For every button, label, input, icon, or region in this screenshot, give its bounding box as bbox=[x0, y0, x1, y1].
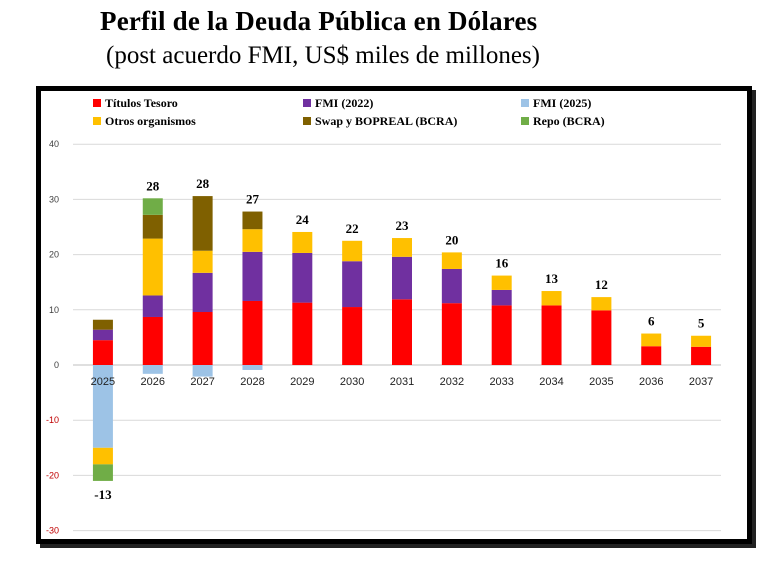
bar-segment bbox=[92, 447, 113, 465]
y-tick-label: 0 bbox=[54, 360, 59, 370]
bar-segment bbox=[392, 238, 412, 257]
bar-segment bbox=[641, 346, 662, 365]
x-tick-label: 2032 bbox=[440, 376, 464, 388]
bar-segment bbox=[192, 365, 213, 377]
data-label: 12 bbox=[595, 277, 608, 292]
bar-segment bbox=[192, 272, 213, 313]
x-tick-label: 2033 bbox=[489, 376, 513, 388]
bar-segment bbox=[541, 305, 562, 365]
bar-segment bbox=[392, 256, 412, 300]
bar-segment bbox=[691, 335, 712, 347]
y-tick-label: -30 bbox=[46, 526, 59, 536]
x-tick-label: 2029 bbox=[290, 376, 314, 388]
bar-segment bbox=[491, 289, 512, 306]
bar-segment bbox=[342, 240, 363, 262]
y-tick-label: 40 bbox=[49, 139, 59, 149]
bar-segment bbox=[491, 305, 512, 365]
bar-segment bbox=[242, 251, 263, 301]
chart-frame: 40 30 20 10 0 -10 -20 -30 2025 -13 2026 28 2027 28 202… bbox=[36, 86, 752, 544]
legend-label: Repo (BCRA) bbox=[533, 114, 605, 128]
bar-segment bbox=[192, 196, 213, 251]
data-label: 28 bbox=[146, 178, 160, 193]
bar-segment bbox=[242, 365, 263, 370]
bar-segment bbox=[441, 303, 462, 365]
x-tick-label: 2031 bbox=[390, 376, 414, 388]
legend-swatch bbox=[93, 117, 101, 125]
data-label: 27 bbox=[246, 192, 260, 207]
x-tick-label: 2025 bbox=[91, 376, 115, 388]
y-tick-label: -10 bbox=[46, 415, 59, 425]
bar-segment bbox=[92, 340, 113, 365]
data-label: 20 bbox=[445, 232, 458, 247]
bar-segment bbox=[242, 211, 263, 230]
x-tick-label: 2030 bbox=[340, 376, 364, 388]
x-tick-label: 2037 bbox=[689, 376, 713, 388]
legend-swatch bbox=[521, 99, 529, 107]
chart-title: Perfil de la Deuda Pública en Dólares bbox=[100, 6, 538, 36]
bar-segment bbox=[691, 346, 712, 365]
data-label: 28 bbox=[196, 176, 210, 191]
x-tick-label: 2034 bbox=[539, 376, 563, 388]
legend-swatch bbox=[93, 99, 101, 107]
bar-segment bbox=[591, 310, 612, 365]
bar-segment bbox=[142, 214, 163, 239]
stacked-bar-chart: 403020100-10-20-302025-13202628202728202… bbox=[46, 96, 721, 536]
y-tick-label: 20 bbox=[49, 250, 59, 260]
bar-segment bbox=[142, 198, 163, 215]
bar-segment bbox=[92, 329, 113, 341]
legend-swatch bbox=[303, 117, 311, 125]
y-tick-label: 30 bbox=[49, 194, 59, 204]
legend-label: Títulos Tesoro bbox=[105, 96, 178, 110]
legend-label: FMI (2025) bbox=[533, 96, 591, 110]
bar-segment bbox=[242, 300, 263, 365]
data-label: 23 bbox=[396, 218, 410, 233]
bar-segment bbox=[292, 231, 313, 253]
data-label: 22 bbox=[346, 221, 359, 236]
x-tick-label: 2028 bbox=[240, 376, 264, 388]
bar-segment bbox=[392, 299, 412, 365]
bar-segment bbox=[242, 229, 263, 252]
legend-swatch bbox=[521, 117, 529, 125]
y-tick-label: -20 bbox=[46, 470, 59, 480]
legend-label: FMI (2022) bbox=[315, 96, 373, 110]
bar-segment bbox=[92, 365, 113, 448]
chart-subtitle: (post acuerdo FMI, US$ miles de millones… bbox=[106, 42, 540, 69]
data-label: 13 bbox=[545, 271, 559, 286]
bar-segment bbox=[92, 319, 113, 330]
x-tick-label: 2027 bbox=[190, 376, 214, 388]
bar-segment bbox=[491, 275, 512, 290]
bar-segment bbox=[342, 307, 363, 365]
bar-segment bbox=[142, 365, 163, 374]
bar-segment bbox=[591, 297, 612, 311]
bar-segment bbox=[192, 312, 213, 365]
data-label: 6 bbox=[648, 314, 655, 329]
x-tick-label: 2035 bbox=[589, 376, 613, 388]
bar-segment bbox=[142, 316, 163, 365]
bar-segment bbox=[92, 464, 113, 481]
bar-segment bbox=[441, 268, 462, 304]
legend-swatch bbox=[303, 99, 311, 107]
bar-segment bbox=[292, 302, 313, 365]
legend-label: Otros organismos bbox=[105, 114, 196, 128]
bar-segment bbox=[192, 250, 213, 273]
bar-segment bbox=[142, 238, 163, 296]
data-label: 24 bbox=[296, 212, 310, 227]
bar-segment bbox=[641, 333, 662, 347]
data-label: -13 bbox=[94, 487, 112, 502]
y-tick-label: 10 bbox=[49, 305, 59, 315]
bar-segment bbox=[441, 252, 462, 269]
bar-segment bbox=[292, 252, 313, 303]
data-label: 16 bbox=[495, 256, 509, 271]
legend-label: Swap y BOPREAL (BCRA) bbox=[315, 114, 457, 128]
x-tick-label: 2036 bbox=[639, 376, 663, 388]
bar-segment bbox=[541, 291, 562, 306]
bar-segment bbox=[142, 295, 163, 317]
data-label: 5 bbox=[698, 316, 705, 331]
bar-segment bbox=[342, 261, 363, 308]
x-tick-label: 2026 bbox=[141, 376, 165, 388]
